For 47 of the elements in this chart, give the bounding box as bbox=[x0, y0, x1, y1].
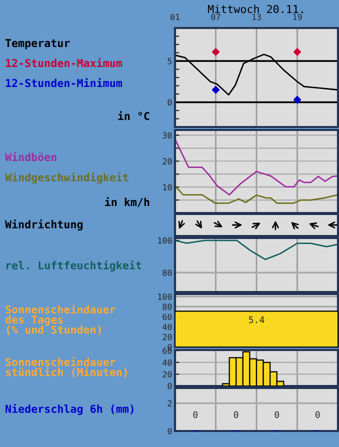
y-axis-title: in °C bbox=[118, 111, 150, 120]
y-tick-label: 20 bbox=[162, 158, 172, 164]
text: 12-Stunden-Minimum bbox=[6, 78, 122, 88]
text: Windgeschwindigkeit bbox=[5, 172, 128, 184]
data-label: 0 bbox=[315, 411, 320, 418]
annotation: 5.4 bbox=[248, 316, 264, 324]
line-series bbox=[175, 240, 338, 260]
y-tick-label: 80 bbox=[162, 270, 172, 276]
point bbox=[212, 86, 220, 94]
line-series bbox=[175, 185, 338, 204]
data-label: 0 bbox=[274, 411, 280, 418]
y-tick-label: 60 bbox=[162, 314, 172, 320]
chart-title: Mittwoch 20.11. bbox=[208, 4, 303, 14]
line-series bbox=[175, 54, 338, 96]
text: Temperatur bbox=[5, 39, 70, 50]
y-axis-title: in km/h bbox=[105, 197, 150, 207]
y-tick-label: 20 bbox=[162, 371, 172, 378]
y-tick-label: 20 bbox=[162, 334, 172, 340]
x-tick-label: 19 bbox=[293, 14, 302, 20]
y-tick-label: 0 bbox=[168, 383, 172, 390]
y-tick-label: 40 bbox=[162, 359, 172, 366]
text: 12-Stunden-Maximum bbox=[6, 58, 122, 68]
text: Windrichtung bbox=[5, 219, 83, 231]
y-axis-title: Sonnenscheindauer stündlich (Minuten) bbox=[6, 357, 127, 378]
y-tick-label: 100 bbox=[158, 294, 172, 300]
y-tick-label: 100 bbox=[158, 237, 172, 244]
y-tick-label: 0 bbox=[168, 428, 172, 434]
x-tick-label: 01 bbox=[170, 14, 180, 20]
y-tick-label: 10 bbox=[163, 184, 172, 190]
data-label: 0 bbox=[234, 411, 238, 418]
text: rel. Luftfeuchtigkeit bbox=[6, 260, 142, 272]
y-tick-label: 0 bbox=[168, 99, 172, 106]
line-series bbox=[175, 138, 338, 196]
text: Windböen bbox=[5, 152, 56, 162]
data-label: 0 bbox=[193, 411, 198, 418]
point bbox=[293, 96, 302, 104]
x-tick-label: 07 bbox=[211, 14, 220, 20]
point bbox=[212, 48, 220, 56]
y-tick-label: 80 bbox=[162, 304, 172, 310]
y-tick-label: 30 bbox=[162, 132, 172, 138]
y-axis-title: Sonnenscheindauer des Tages (% und Stunden) bbox=[5, 304, 116, 335]
point bbox=[293, 48, 302, 56]
x-tick-label: 13 bbox=[252, 14, 261, 20]
y-tick-label: 5 bbox=[168, 58, 172, 64]
y-axis-title: Niederschlag 6h (mm) bbox=[6, 404, 134, 416]
y-tick-label: 40 bbox=[162, 324, 172, 330]
y-tick-label: 2 bbox=[168, 400, 172, 406]
